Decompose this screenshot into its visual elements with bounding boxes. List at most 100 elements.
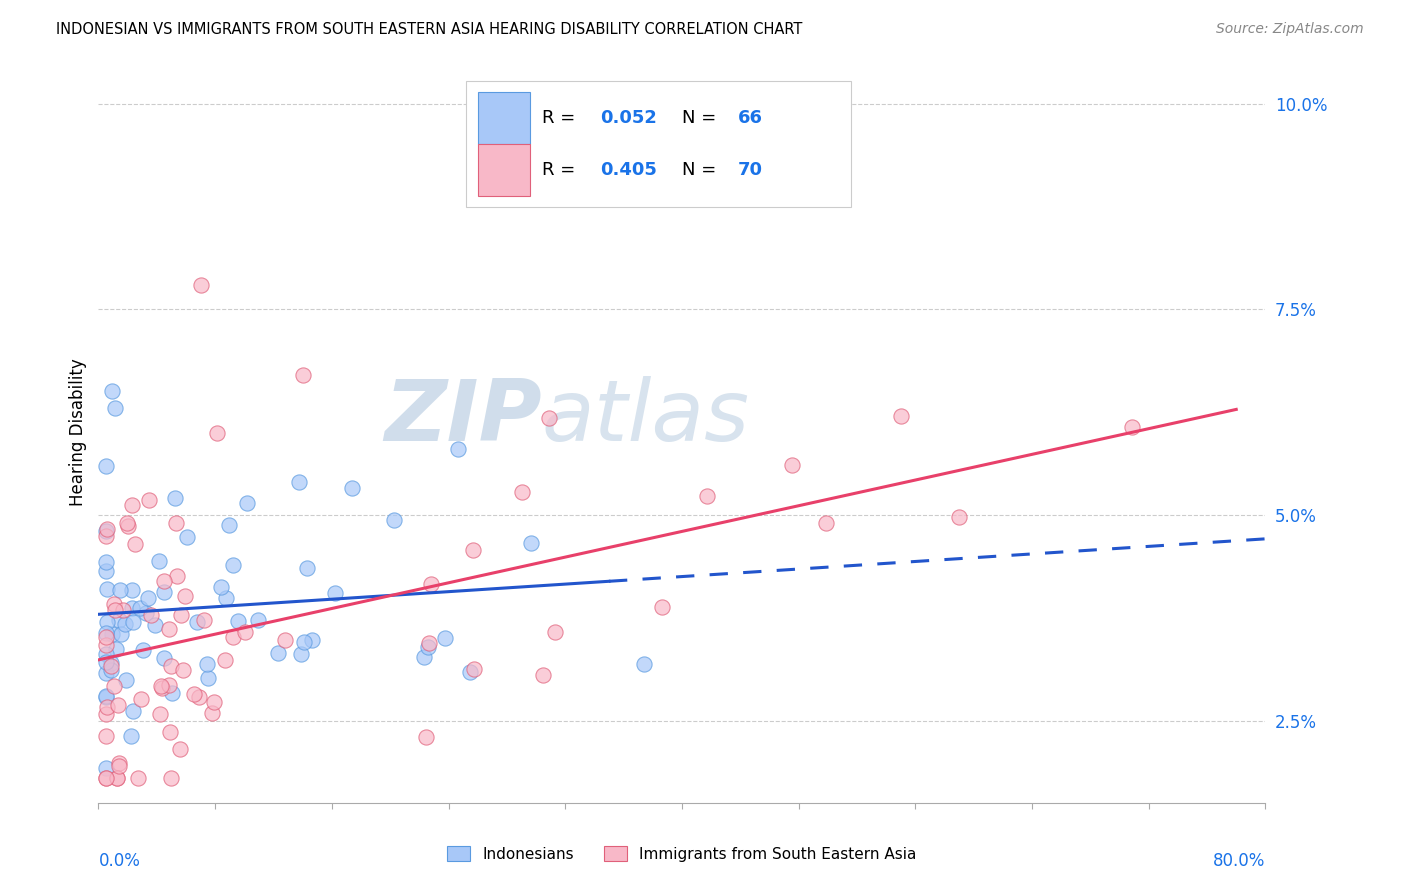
- Point: [104, 642, 127, 657]
- Point: [236, 496, 259, 510]
- Text: 66: 66: [738, 109, 763, 127]
- Point: [419, 577, 441, 591]
- FancyBboxPatch shape: [478, 144, 530, 195]
- Point: [152, 585, 174, 599]
- Point: [96, 582, 118, 596]
- Point: [153, 574, 176, 588]
- Point: [520, 535, 543, 549]
- Point: [186, 615, 208, 630]
- Point: [94, 761, 117, 775]
- Point: [114, 616, 136, 631]
- Point: [94, 689, 117, 703]
- Point: [108, 614, 131, 628]
- Text: 0.052: 0.052: [600, 109, 657, 127]
- Point: [100, 663, 122, 677]
- Text: atlas: atlas: [541, 376, 749, 459]
- Point: [103, 597, 125, 611]
- Point: [463, 662, 485, 676]
- Text: Source: ZipAtlas.com: Source: ZipAtlas.com: [1216, 22, 1364, 37]
- Point: [193, 613, 215, 627]
- Point: [157, 622, 180, 636]
- Point: [96, 700, 118, 714]
- Point: [651, 599, 673, 614]
- Point: [215, 591, 238, 606]
- Point: [120, 730, 142, 744]
- Point: [169, 741, 191, 756]
- Point: [94, 707, 117, 722]
- Point: [1121, 420, 1143, 434]
- Y-axis label: Hearing Disability: Hearing Disability: [69, 359, 87, 507]
- Point: [94, 729, 117, 743]
- Point: [166, 568, 188, 582]
- Point: [160, 686, 183, 700]
- Point: [94, 565, 117, 579]
- Point: [157, 677, 180, 691]
- Point: [418, 635, 440, 649]
- Point: [160, 659, 183, 673]
- Point: [195, 657, 218, 671]
- Point: [127, 771, 149, 785]
- Point: [197, 671, 219, 685]
- Point: [104, 401, 127, 415]
- Point: [149, 706, 172, 721]
- Point: [233, 625, 256, 640]
- Point: [94, 630, 117, 644]
- Point: [531, 668, 554, 682]
- Text: 80.0%: 80.0%: [1213, 852, 1265, 871]
- Point: [96, 615, 118, 629]
- Point: [301, 633, 323, 648]
- Point: [100, 627, 122, 641]
- Point: [187, 690, 209, 705]
- Text: 0.0%: 0.0%: [98, 852, 141, 871]
- Point: [290, 648, 312, 662]
- Point: [384, 513, 406, 527]
- Point: [780, 458, 803, 473]
- Point: [105, 771, 128, 785]
- Point: [209, 581, 232, 595]
- Point: [226, 614, 249, 628]
- Point: [170, 608, 193, 623]
- Point: [222, 558, 245, 573]
- Point: [100, 659, 122, 673]
- Point: [200, 706, 222, 721]
- Point: [152, 650, 174, 665]
- Text: N =: N =: [682, 161, 721, 178]
- Point: [434, 631, 457, 645]
- Point: [141, 607, 163, 622]
- Point: [633, 657, 655, 672]
- Point: [148, 554, 170, 568]
- Point: [273, 633, 295, 648]
- Point: [100, 384, 122, 398]
- Point: [114, 673, 136, 687]
- Point: [104, 603, 127, 617]
- Point: [105, 771, 128, 785]
- Point: [111, 603, 134, 617]
- Point: [165, 516, 187, 531]
- Point: [94, 655, 117, 669]
- Point: [218, 518, 240, 533]
- Point: [94, 555, 117, 569]
- Point: [292, 635, 315, 649]
- Point: [94, 529, 117, 543]
- Text: N =: N =: [682, 109, 721, 127]
- Point: [163, 491, 186, 505]
- Point: [94, 524, 117, 539]
- Point: [295, 560, 318, 574]
- Point: [117, 518, 139, 533]
- Point: [103, 679, 125, 693]
- Text: INDONESIAN VS IMMIGRANTS FROM SOUTH EASTERN ASIA HEARING DISABILITY CORRELATION : INDONESIAN VS IMMIGRANTS FROM SOUTH EAST…: [56, 22, 803, 37]
- Point: [94, 626, 117, 640]
- Point: [135, 606, 157, 620]
- Point: [143, 618, 166, 632]
- Point: [176, 531, 198, 545]
- Point: [94, 771, 117, 785]
- Point: [107, 756, 129, 771]
- Point: [122, 704, 145, 718]
- Point: [413, 650, 436, 665]
- Text: R =: R =: [541, 109, 581, 127]
- Point: [323, 586, 346, 600]
- Point: [340, 481, 363, 495]
- Point: [150, 679, 173, 693]
- Point: [94, 771, 117, 785]
- Point: [222, 630, 245, 644]
